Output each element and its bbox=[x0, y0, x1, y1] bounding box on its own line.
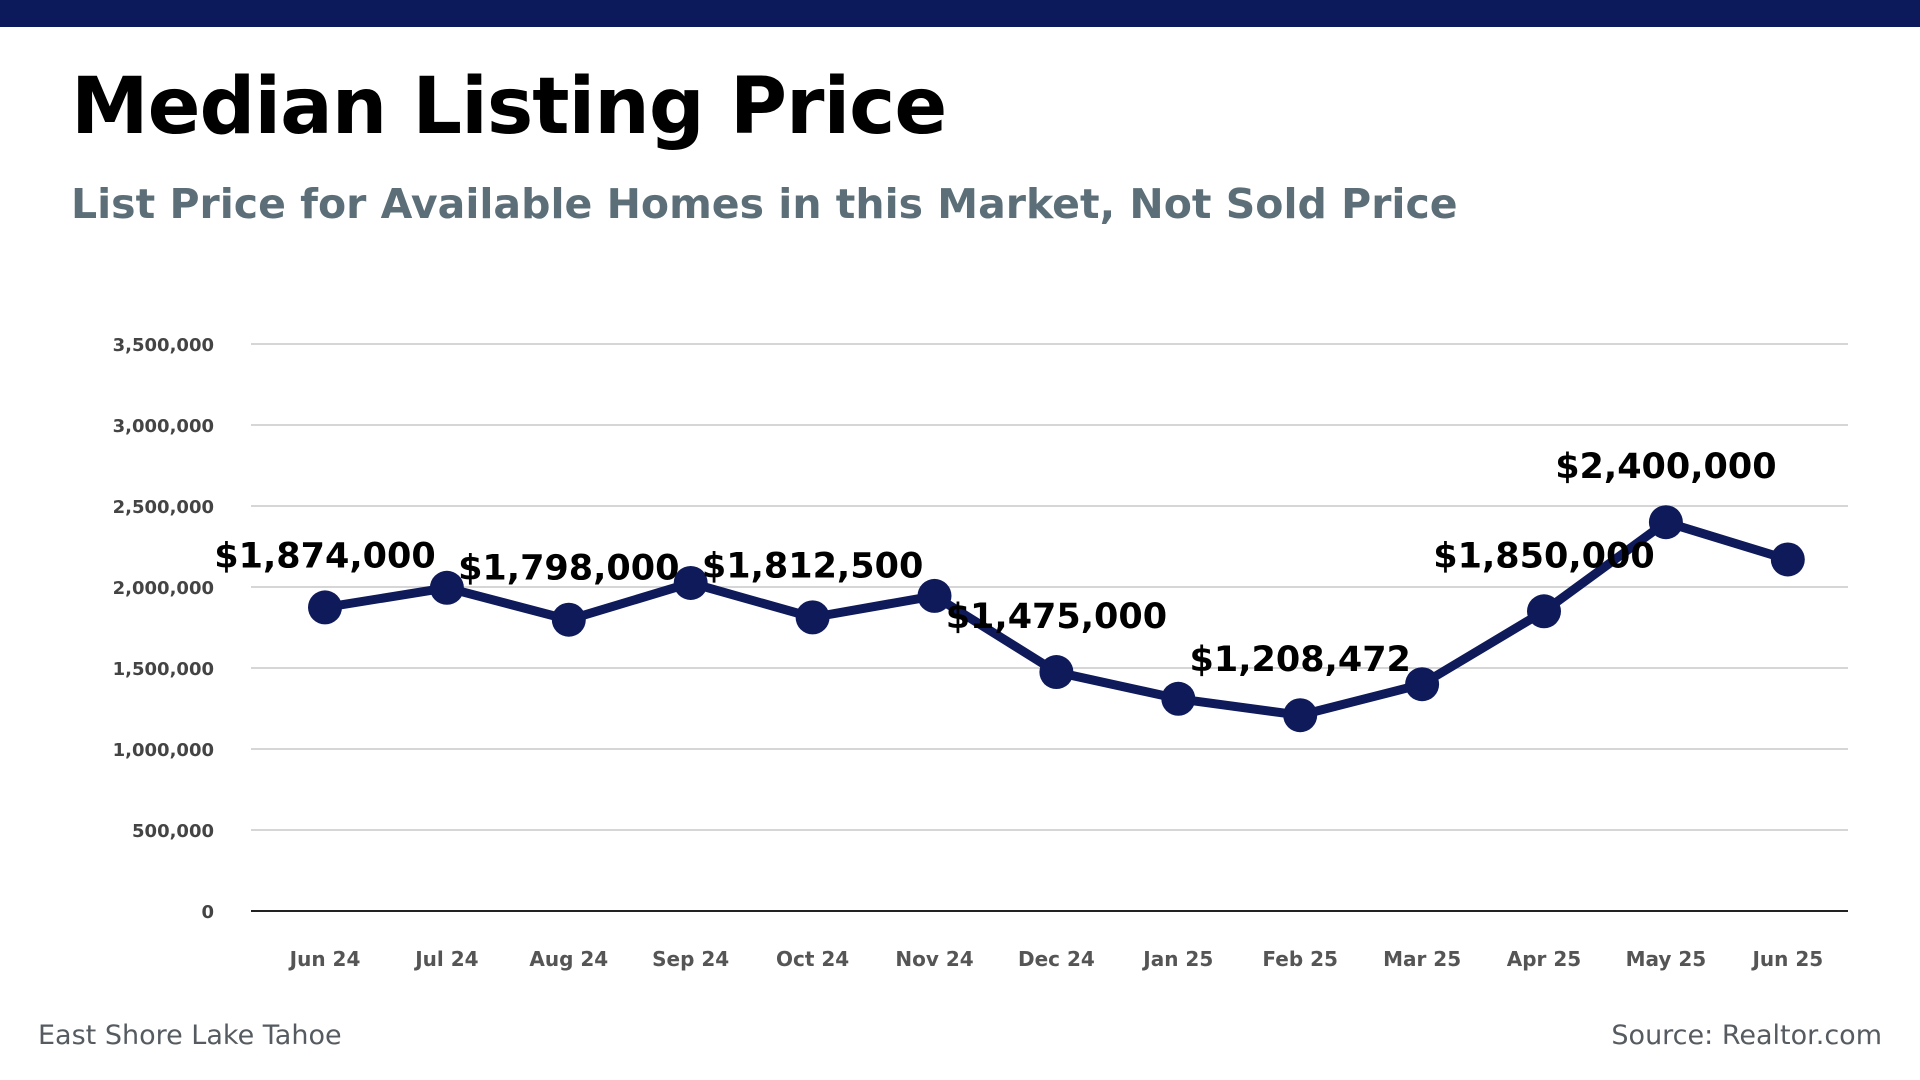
x-tick-label: May 25 bbox=[1626, 947, 1707, 971]
x-tick-label: Mar 25 bbox=[1383, 947, 1461, 971]
data-point bbox=[1770, 542, 1805, 577]
data-point bbox=[308, 590, 342, 625]
x-tick-label: Apr 25 bbox=[1507, 947, 1581, 971]
data-point bbox=[1405, 667, 1440, 702]
x-tick-label: Jun 24 bbox=[288, 947, 361, 971]
x-tick-label: Sep 24 bbox=[652, 947, 729, 971]
y-tick-label: 1,500,000 bbox=[113, 659, 214, 680]
x-tick-label: Oct 24 bbox=[776, 947, 849, 971]
data-point bbox=[551, 602, 586, 637]
x-tick-label: Jun 25 bbox=[1750, 947, 1823, 971]
data-label: $1,812,500 bbox=[702, 546, 923, 586]
data-point bbox=[1039, 655, 1074, 690]
x-tick-label: Dec 24 bbox=[1018, 947, 1095, 971]
data-label: $2,400,000 bbox=[1555, 447, 1776, 487]
data-label: $1,475,000 bbox=[946, 597, 1167, 637]
data-point bbox=[795, 600, 830, 635]
data-label: $1,850,000 bbox=[1433, 536, 1654, 576]
x-tick-label: Nov 24 bbox=[895, 947, 973, 971]
footer-location: East Shore Lake Tahoe bbox=[38, 1020, 342, 1051]
data-point bbox=[1283, 698, 1318, 733]
y-tick-label: 0 bbox=[201, 902, 214, 923]
y-tick-label: 3,000,000 bbox=[113, 416, 214, 437]
x-tick-label: Jul 24 bbox=[413, 947, 478, 971]
data-point bbox=[1527, 594, 1561, 629]
y-tick-label: 2,000,000 bbox=[113, 578, 214, 599]
data-label: $1,208,472 bbox=[1189, 640, 1410, 680]
data-label: $1,798,000 bbox=[458, 549, 679, 589]
x-tick-label: Feb 25 bbox=[1262, 947, 1338, 971]
data-point bbox=[673, 565, 708, 600]
top-accent-bar bbox=[0, 0, 1920, 27]
data-point bbox=[917, 578, 952, 613]
y-tick-label: 2,500,000 bbox=[113, 497, 214, 518]
x-tick-label: Aug 24 bbox=[529, 947, 608, 971]
chart-title: Median Listing Price bbox=[71, 62, 947, 152]
y-tick-label: 1,000,000 bbox=[113, 740, 214, 761]
y-tick-label: 3,500,000 bbox=[113, 335, 214, 356]
data-point bbox=[429, 570, 464, 605]
footer-source: Source: Realtor.com bbox=[1611, 1020, 1882, 1051]
chart-subtitle: List Price for Available Homes in this M… bbox=[71, 180, 1458, 228]
data-label: $1,874,000 bbox=[214, 536, 435, 576]
data-point bbox=[1648, 505, 1683, 540]
y-tick-label: 500,000 bbox=[132, 821, 214, 842]
data-point bbox=[1161, 681, 1196, 716]
x-tick-label: Jan 25 bbox=[1141, 947, 1213, 971]
